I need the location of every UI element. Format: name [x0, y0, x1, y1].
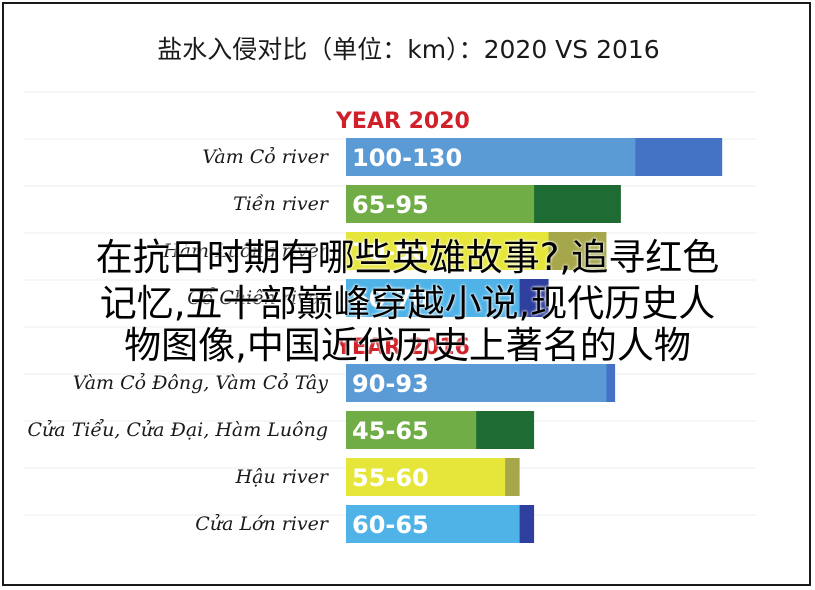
overlay-line-3: 物图像,中国近代历史上著名的人物 — [124, 324, 691, 367]
category-label: Hậu river — [235, 466, 330, 488]
bar-value-label: 90-93 — [352, 370, 429, 398]
category-label: Vàm Cỏ Đông, Vàm Cỏ Tây — [73, 372, 329, 394]
category-label: Cửa Tiểu, Cửa Đại, Hàm Luông — [27, 419, 328, 441]
bar — [346, 185, 535, 223]
overlay-line-2: 记忆,五十部巅峰穿越小说,现代历史人 — [99, 282, 716, 325]
chart-title: 盐水入侵对比（单位：km）：2020 VS 2016 — [157, 35, 660, 64]
category-label: Vàm Cỏ river — [202, 146, 330, 168]
bar — [346, 364, 607, 402]
bar — [346, 505, 520, 543]
bar — [346, 232, 549, 270]
bar — [346, 411, 477, 449]
overlay-line-1: 在抗日时期有哪些英雄故事?,追寻红色 — [95, 236, 720, 279]
bar — [346, 458, 506, 496]
bar-value-label: 70-90 — [352, 238, 429, 266]
category-label: Tiền river — [233, 193, 330, 215]
bar-value-label: 60-65 — [352, 511, 429, 539]
bar — [346, 279, 520, 317]
salinity-bar-chart: YEAR 2020 100-130 Vàm Cỏ river 65-95 Tiền ri… — [24, 91, 756, 543]
bar — [346, 138, 636, 176]
bar-value-label: 60-70 — [352, 285, 429, 313]
bar-value-label: 45-65 — [352, 417, 429, 445]
year-label: YEAR 2020 — [335, 109, 470, 134]
bar-value-label: 100-130 — [352, 144, 462, 172]
category-label: Cổ Chiên river — [187, 287, 330, 309]
bar-value-label: 65-95 — [352, 191, 429, 219]
category-label: Cửa Lớn river — [195, 513, 330, 535]
year-label: YEAR 2016 — [335, 335, 470, 360]
category-label: Hàm Luông river — [162, 240, 330, 262]
bar-value-label: 55-60 — [352, 464, 429, 492]
